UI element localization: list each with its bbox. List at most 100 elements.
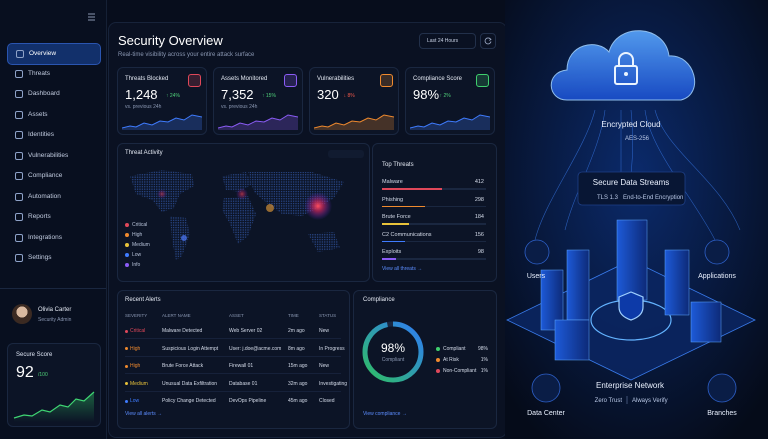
threat-bar (382, 240, 405, 242)
threat-track (382, 205, 486, 207)
asset: DevOps Pipeline (229, 398, 267, 404)
streams-detail: End-to-End Encryption (623, 195, 683, 201)
users-label: Users (527, 273, 546, 280)
alert-name: Suspicious Login Attempt (162, 345, 219, 352)
legend-label: Info (132, 262, 141, 268)
nav-icon (15, 90, 23, 98)
kpi-sparkline (218, 114, 298, 130)
nav-item[interactable]: Dashboard (7, 84, 99, 104)
view-all-threats[interactable]: View all threats → (382, 266, 423, 272)
status: New (319, 328, 330, 334)
legend-name: Non-Compliant (443, 368, 477, 374)
alert-name: Brute Force Attack (162, 363, 204, 369)
legend-dot (125, 243, 129, 247)
asset: Firewall 01 (229, 363, 254, 369)
nav-item[interactable]: Reports (7, 207, 99, 227)
nav-item[interactable]: Compliance (7, 166, 99, 186)
time: 8m ago (288, 345, 305, 352)
kpi-label: Threats Blocked (125, 76, 169, 82)
threat-activity-panel: Threat Activity Critical High Medium Low Inf… (117, 143, 370, 282)
kpi-sparkline (410, 114, 490, 130)
nav-item[interactable]: Automation (7, 187, 99, 207)
legend-value: 1% (480, 368, 488, 374)
threat-count: 156 (474, 231, 484, 238)
refresh-button[interactable] (480, 33, 496, 49)
nav-label: Overview (29, 50, 57, 57)
kpi-change: ↓ 8% (343, 93, 355, 99)
kpi-note: vs. previous 24h (125, 104, 162, 110)
legend-dot (436, 358, 440, 362)
sidebar: Olivia Carter Security Admin Secure Scor… (0, 0, 107, 439)
nav-label: Vulnerabilities (28, 151, 69, 159)
column-header: STATUS (319, 313, 337, 318)
nav-item[interactable]: Assets (7, 105, 99, 125)
time: 15m ago (288, 363, 308, 369)
kpi-sparkline (314, 114, 394, 130)
column-header: SEVERITY (125, 313, 148, 318)
legend-dot (125, 233, 129, 237)
kpi-note: vs. previous 24h (221, 104, 258, 110)
secure-score-title: Secure Score (16, 352, 53, 358)
time-range-select[interactable]: Last 24 Hours (419, 33, 476, 49)
menu-icon[interactable] (87, 13, 97, 21)
nav-icon (15, 254, 23, 262)
nav-item[interactable]: Threats (7, 64, 99, 84)
threat-count: 98 (477, 249, 484, 255)
kpi-card: Threats Blocked 1,248 ↑ 24% vs. previous 24… (117, 67, 207, 135)
user-name: Olivia Carter (38, 307, 72, 313)
severity: Medium (130, 380, 148, 387)
kpi-icon (188, 74, 201, 87)
kpi-label: Vulnerabilities (317, 76, 355, 82)
nav-item[interactable]: Identities (7, 125, 99, 145)
compliance-title: Compliance (363, 297, 395, 303)
nav-item[interactable]: Settings (7, 248, 99, 268)
alert-name: Policy Change Detected (162, 398, 216, 404)
legend-label: High (132, 232, 143, 238)
view-compliance[interactable]: View compliance → (363, 411, 407, 417)
kpi-icon (476, 74, 489, 87)
time: 32m ago (288, 380, 308, 387)
nav-icon (15, 69, 23, 78)
kpi-label: Assets Monitored (221, 76, 268, 82)
network-detail-2: Always Verify (632, 398, 668, 404)
legend-label: Medium (132, 242, 150, 248)
view-all-alerts[interactable]: View all alerts → (125, 411, 163, 417)
refresh-icon (484, 37, 492, 45)
nav-item[interactable]: Integrations (7, 228, 99, 248)
streams-protocol: TLS 1.3 (597, 195, 619, 201)
legend-dot (125, 253, 129, 257)
nav-item[interactable]: Overview (7, 43, 101, 65)
severity: High (130, 345, 141, 352)
alert-name: Malware Detected (162, 328, 203, 334)
secure-score-max: /100 (38, 372, 48, 378)
map-filter[interactable] (328, 150, 364, 158)
legend-name: At Risk (443, 357, 459, 363)
severity-dot (125, 382, 128, 385)
legend-value: 1% (480, 357, 488, 363)
nav-item[interactable]: Vulnerabilities (7, 146, 99, 166)
legend-name: Compliant (443, 346, 466, 352)
nav-label: Reports (28, 213, 51, 220)
kpi-card: Compliance Score 98% ↑ 2% (405, 67, 495, 135)
secure-score-sparkline (13, 391, 95, 422)
nav-label: Dashboard (28, 90, 60, 97)
legend-value: 98% (477, 346, 488, 352)
divider (0, 288, 106, 289)
legend-dot (125, 263, 129, 267)
nav-label: Compliance (28, 172, 63, 179)
status: Closed (319, 398, 335, 404)
nav-icon (15, 131, 23, 139)
threat-name: Exploits (382, 249, 402, 255)
streams-title: Secure Data Streams (593, 178, 669, 187)
kpi-value: 1,248 (125, 87, 158, 102)
branches-label: Branches (707, 410, 737, 417)
asset: Database 01 (229, 380, 258, 387)
recent-alerts-title: Recent Alerts (125, 297, 161, 303)
severity-dot (125, 399, 128, 403)
time: 2m ago (288, 328, 305, 334)
severity: High (130, 363, 141, 369)
threat-bar (382, 258, 397, 260)
time: 45m ago (288, 398, 308, 404)
severity-dot (125, 329, 128, 333)
